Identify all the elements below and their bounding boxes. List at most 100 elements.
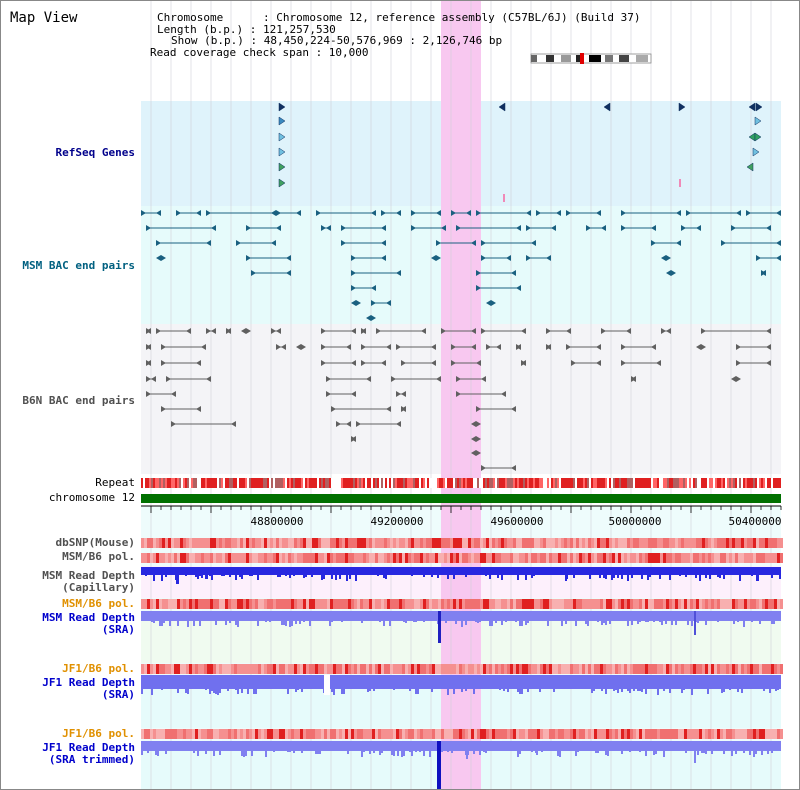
msm-b6-pol-sra-heat-cell [363, 599, 366, 609]
jf1-depth-bar [219, 689, 221, 693]
dbsnp-track-label[interactable]: dbSNP(Mouse) [55, 536, 135, 549]
msm-b6-pol-sra-heat-cell [249, 599, 252, 609]
b6n-bac-pair-end [346, 344, 351, 350]
msm-depth-capillary-track-label[interactable]: MSM Read Depth (Capillary) [42, 569, 135, 594]
jf1-pol-trim-heat-cell [438, 729, 441, 739]
repeat-segment [399, 478, 401, 488]
repeat-segment [761, 478, 763, 488]
msm-depth-sra-track-label[interactable]: MSM Read Depth (SRA) [42, 611, 135, 636]
msm-b6-pol-heat-cell [651, 553, 654, 563]
msm-bac-pair-end [371, 285, 376, 291]
jf1-pol-trim-heat-cell [633, 729, 636, 739]
repeat-track-label[interactable]: Repeat [95, 476, 135, 489]
jf1-depth-bar [227, 689, 229, 691]
b6n-bac-pair-end [736, 376, 741, 382]
chromosome-track-label[interactable]: chromosome 12 [48, 491, 135, 504]
dbsnp-heat-cell [174, 538, 177, 548]
repeat-segment [295, 478, 297, 488]
jf1-pol-trim-heat-cell [396, 729, 399, 739]
msm-b6-pol-heat-cell [777, 553, 780, 563]
msm-bac-pair-end [381, 240, 386, 246]
jf1-pol-heat-cell [177, 664, 180, 674]
jf1-pol-heat-cell [606, 664, 609, 674]
jf1-pol-heat-cell [675, 664, 678, 674]
jf1-pol-trim-heat-cell [594, 729, 597, 739]
repeat-segment [527, 478, 529, 488]
msm-b6-pol-heat-cell [489, 553, 492, 563]
jf1-pol-trim-heat-cell [141, 729, 144, 739]
msm-bac-pair-end [246, 225, 251, 231]
b6n-bac-pair-end [476, 360, 481, 366]
dbsnp-heat-cell [435, 538, 438, 548]
dbsnp-heat-cell [180, 538, 183, 548]
repeat-segment [625, 478, 627, 488]
refseq-gene [678, 102, 686, 112]
dbsnp-heat-cell [342, 538, 345, 548]
jf1-pol-trim-heat-cell [693, 729, 696, 739]
b6n-bac-pair-end [451, 344, 456, 350]
refseq-track-label[interactable]: RefSeq Genes [55, 146, 135, 159]
msm-b6-pol-heat-cell [615, 553, 618, 563]
msm-bac-pair-end [566, 210, 571, 216]
dbsnp-heat-cell [297, 538, 300, 548]
repeat-segment [655, 478, 657, 488]
msm-depth-sra-bar [445, 621, 447, 623]
repeat-segment [345, 478, 347, 488]
jf1-depth-trim-spike [437, 741, 441, 789]
msm-depth-cap-bar [617, 575, 619, 578]
refseq-gene [278, 132, 286, 142]
msm-b6-pol-heat-cell [177, 553, 180, 563]
dbsnp-heat-cell [498, 538, 501, 548]
msm-b6-pol-track-label[interactable]: MSM/B6 pol. [62, 550, 135, 563]
jf1-pol-trim-heat-cell [714, 729, 717, 739]
jf1-pol-heat-cell [297, 664, 300, 674]
msm-depth-cap-bar [377, 575, 379, 576]
msm-b6-pol-sra-heat-cell [486, 599, 489, 609]
jf1-depth-track-label[interactable]: JF1 Read Depth (SRA) [42, 676, 135, 701]
msm-b6-pol-heat-cell [372, 553, 375, 563]
repeat-segment [621, 478, 623, 488]
msm-b6-pol-sra-heat-cell [408, 599, 411, 609]
msm-b6-pol-sra-heat-cell [360, 599, 363, 609]
msm-b6-pol-heat-cell [213, 553, 216, 563]
repeat-segment [643, 478, 645, 488]
jf1-depth-spike [324, 675, 330, 695]
jf1-pol-trim-heat-cell [504, 729, 507, 739]
jf1-depth-trimmed-track-label[interactable]: JF1 Read Depth (SRA trimmed) [42, 741, 135, 766]
msm-bac-track-label[interactable]: MSM BAC end pairs [22, 259, 135, 272]
b6n-bac-pair-end [161, 344, 166, 350]
jf1-depth-trim-bar [519, 751, 521, 754]
jf1-pol-heat-cell [774, 664, 777, 674]
jf1-pol-trim-heat-cell [159, 729, 162, 739]
msm-b6-pol-heat-cell [333, 553, 336, 563]
jf1-pol-trim-heat-cell [657, 729, 660, 739]
repeat-segment [493, 478, 495, 488]
dbsnp-heat-cell [684, 538, 687, 548]
msm-b6-pol-heat-cell [579, 553, 582, 563]
msm-b6-pol-sra-track-label[interactable]: MSM/B6 pol. [62, 597, 135, 610]
jf1-pol-trim-heat-cell [393, 729, 396, 739]
jf1-pol-trim-heat-cell [513, 729, 516, 739]
dbsnp-heat-cell [591, 538, 594, 548]
repeat-segment [591, 478, 593, 488]
msm-b6-pol-sra-heat-cell [447, 599, 450, 609]
jf1-pol-trim-heat-cell [222, 729, 225, 739]
repeat-segment [551, 478, 553, 488]
jf1-pol-trimmed-track-label[interactable]: JF1/B6 pol. [62, 727, 135, 740]
jf1-pol-trim-heat-cell [450, 729, 453, 739]
jf1-pol-track-label[interactable]: JF1/B6 pol. [62, 662, 135, 675]
msm-depth-cap-bar [453, 575, 455, 579]
jf1-pol-heat-cell [456, 664, 459, 674]
msm-bac-pair-end [676, 210, 681, 216]
jf1-pol-trim-heat-cell [549, 729, 552, 739]
repeat-segment [151, 478, 153, 488]
dbsnp-heat-cell [654, 538, 657, 548]
msm-depth-sra-bar [705, 621, 707, 625]
b6n-bac-track-label[interactable]: B6N BAC end pairs [22, 394, 135, 407]
msm-bac-pair-end [411, 210, 416, 216]
dbsnp-heat-cell [756, 538, 759, 548]
jf1-depth-trim-bar [369, 751, 371, 754]
jf1-pol-trim-heat-cell [315, 729, 318, 739]
msm-b6-pol-sra-heat-cell [717, 599, 720, 609]
